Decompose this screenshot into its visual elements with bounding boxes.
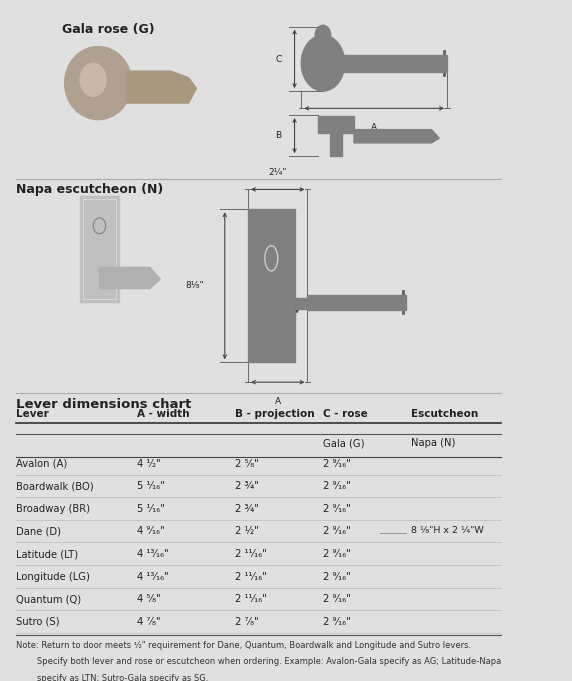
Text: 4 ⁷⁄₈": 4 ⁷⁄₈"	[137, 617, 161, 627]
Text: Sutro (S): Sutro (S)	[15, 617, 59, 627]
Text: 5 ¹⁄₁₆": 5 ¹⁄₁₆"	[137, 481, 165, 491]
Text: Note: Return to door meets ¹⁄₂" requirement for Dane, Quantum, Boardwalk and Lon: Note: Return to door meets ¹⁄₂" requirem…	[15, 641, 471, 650]
Bar	[248, 209, 295, 362]
Text: B: B	[308, 303, 313, 312]
Text: 4 ⁵⁄₈": 4 ⁵⁄₈"	[137, 595, 161, 604]
Text: 5 ¹⁄₁₆": 5 ¹⁄₁₆"	[137, 504, 165, 513]
Text: Escutcheon: Escutcheon	[411, 409, 478, 419]
Text: Specify both lever and rose or escutcheon when ordering. Example: Avalon-Gala sp: Specify both lever and rose or escutcheo…	[15, 657, 500, 666]
Polygon shape	[100, 268, 160, 289]
Text: 2 ⁷⁄₈": 2 ⁷⁄₈"	[235, 617, 259, 627]
Text: Lever: Lever	[15, 409, 48, 419]
Text: Boardwalk (BO): Boardwalk (BO)	[15, 481, 93, 491]
Text: 2 ¹¹⁄₁₆": 2 ¹¹⁄₁₆"	[235, 549, 267, 559]
Text: Dane (D): Dane (D)	[15, 526, 61, 537]
Text: 2 ⁹⁄₁₆": 2 ⁹⁄₁₆"	[323, 526, 351, 537]
Text: Longitude (LG): Longitude (LG)	[15, 571, 89, 582]
Bar	[295, 298, 308, 308]
Ellipse shape	[65, 46, 132, 120]
Text: A: A	[371, 123, 377, 132]
Circle shape	[301, 35, 345, 91]
Text: Lever dimensions chart: Lever dimensions chart	[15, 398, 191, 411]
Text: 2 ¹¹⁄₁₆": 2 ¹¹⁄₁₆"	[235, 595, 267, 604]
Text: 2 ⁹⁄₁₆": 2 ⁹⁄₁₆"	[323, 481, 351, 491]
Text: 8 ¹⁄₈"H x 2 ¹⁄₄"W: 8 ¹⁄₈"H x 2 ¹⁄₄"W	[411, 526, 483, 535]
Polygon shape	[126, 71, 196, 103]
Bar	[80, 196, 119, 302]
Text: Quantum (Q): Quantum (Q)	[15, 595, 81, 604]
Text: 4 ¹³⁄₁₆": 4 ¹³⁄₁₆"	[137, 571, 169, 582]
Text: 2 ⁹⁄₁₆": 2 ⁹⁄₁₆"	[323, 504, 351, 513]
Text: 2 ½": 2 ½"	[235, 526, 259, 537]
Polygon shape	[308, 295, 406, 310]
Text: Latitude (LT): Latitude (LT)	[15, 549, 78, 559]
Circle shape	[80, 63, 106, 97]
Text: 2 ⁹⁄₁₆": 2 ⁹⁄₁₆"	[323, 617, 351, 627]
Text: 2 ⁹⁄₁₆": 2 ⁹⁄₁₆"	[323, 595, 351, 604]
Bar	[330, 129, 341, 156]
Text: 2 ⁹⁄₁₆": 2 ⁹⁄₁₆"	[323, 549, 351, 559]
Text: C - rose: C - rose	[323, 409, 368, 419]
Text: B - projection: B - projection	[235, 409, 315, 419]
Text: 2 ¾": 2 ¾"	[235, 481, 259, 491]
Text: 2 ⁵⁄₈": 2 ⁵⁄₈"	[235, 458, 259, 469]
Text: Broadway (BR): Broadway (BR)	[15, 504, 89, 513]
Text: Gala rose (G): Gala rose (G)	[62, 23, 154, 36]
Text: 4 ⁹⁄₁₆": 4 ⁹⁄₁₆"	[137, 526, 165, 537]
Text: Napa escutcheon (N): Napa escutcheon (N)	[15, 183, 163, 196]
Text: 8¹⁄₈": 8¹⁄₈"	[185, 281, 204, 290]
Text: specify as LTN; Sutro-Gala specify as SG.: specify as LTN; Sutro-Gala specify as SG…	[15, 674, 208, 681]
Text: 4 ¹³⁄₁₆": 4 ¹³⁄₁₆"	[137, 549, 169, 559]
Circle shape	[315, 25, 331, 45]
Text: 2 ¹¹⁄₁₆": 2 ¹¹⁄₁₆"	[235, 571, 267, 582]
Text: 2 ⁹⁄₁₆": 2 ⁹⁄₁₆"	[323, 458, 351, 469]
Polygon shape	[340, 54, 447, 72]
Text: C: C	[275, 55, 281, 64]
Bar	[83, 200, 116, 299]
Text: 4 ¹⁄₂": 4 ¹⁄₂"	[137, 458, 161, 469]
Text: B: B	[276, 131, 281, 140]
Text: 2¹⁄₄": 2¹⁄₄"	[268, 168, 287, 178]
Bar	[318, 116, 354, 133]
Bar	[253, 350, 290, 356]
Text: Avalon (A): Avalon (A)	[15, 458, 67, 469]
Bar	[262, 324, 281, 355]
Text: A: A	[275, 397, 281, 406]
Text: Napa (N): Napa (N)	[411, 438, 455, 448]
Text: A - width: A - width	[137, 409, 189, 419]
Text: 2 ⁹⁄₁₆": 2 ⁹⁄₁₆"	[323, 571, 351, 582]
Text: Gala (G): Gala (G)	[323, 438, 364, 448]
Polygon shape	[354, 129, 439, 143]
Text: 2 ¾": 2 ¾"	[235, 504, 259, 513]
